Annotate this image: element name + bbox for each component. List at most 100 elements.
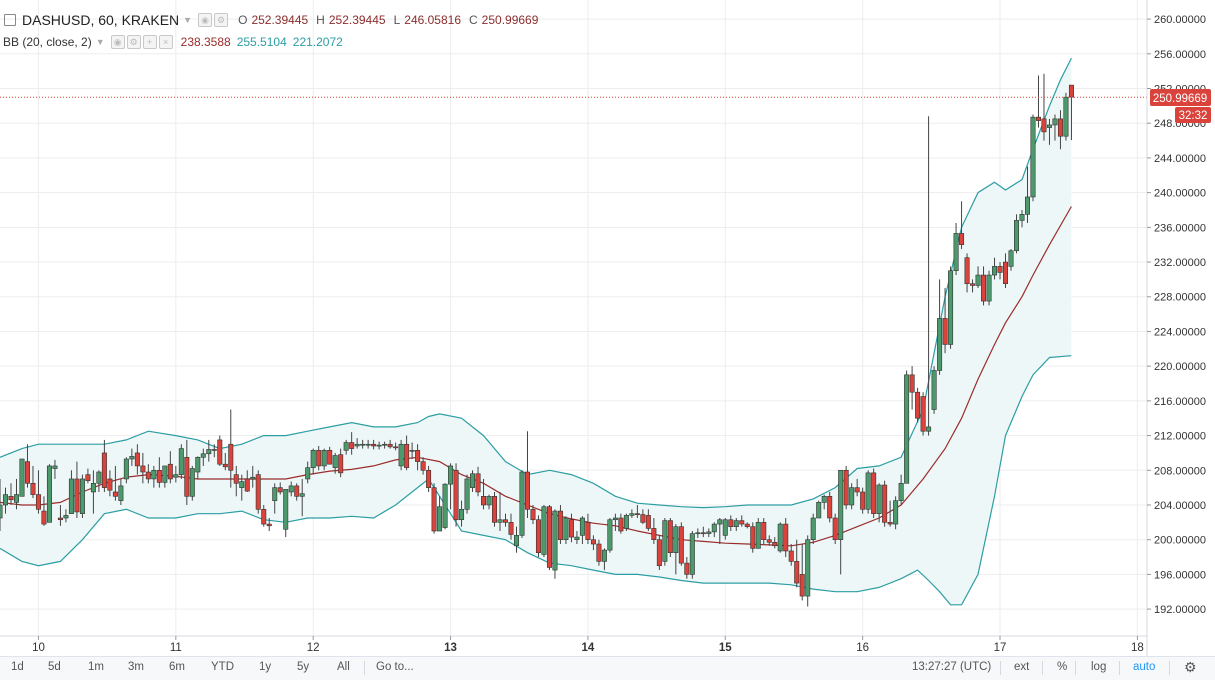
range-1m-button[interactable]: 1m bbox=[88, 661, 104, 673]
candle-body bbox=[981, 274, 987, 302]
candle bbox=[448, 463, 454, 510]
time-axis[interactable]: 10 11 12 13 14 15 16 17 18 bbox=[32, 636, 1144, 654]
candle bbox=[145, 464, 151, 484]
price-axis[interactable]: 192.00000 196.00000 200.00000 204.00000 208.… bbox=[1147, 14, 1206, 616]
candle-body bbox=[459, 509, 465, 521]
candle bbox=[343, 439, 349, 455]
extended-hours-button[interactable]: ext bbox=[1014, 661, 1030, 673]
log-scale-button[interactable]: log bbox=[1091, 661, 1107, 673]
candle-body bbox=[310, 450, 316, 468]
candle-body bbox=[266, 523, 272, 527]
candle bbox=[662, 517, 668, 566]
candle-body bbox=[535, 519, 541, 554]
candle-body bbox=[492, 496, 498, 523]
close-icon[interactable]: × bbox=[158, 35, 173, 49]
range-6m-button[interactable]: 6m bbox=[169, 661, 185, 673]
clock-readout[interactable]: 13:27:27 (UTC) bbox=[912, 661, 992, 673]
candle bbox=[134, 444, 140, 475]
symbol-title[interactable]: DASHUSD, 60, KRAKEN bbox=[22, 12, 180, 28]
candle bbox=[953, 222, 959, 276]
range-ytd-button[interactable]: YTD bbox=[211, 661, 234, 673]
candle-body bbox=[118, 485, 124, 501]
x-tick-label: 17 bbox=[994, 642, 1007, 654]
candle-body bbox=[200, 453, 206, 458]
toolbar-divider bbox=[1042, 661, 1043, 675]
candle bbox=[717, 517, 723, 545]
candle bbox=[854, 478, 860, 497]
candle-body bbox=[618, 517, 624, 532]
candle bbox=[393, 442, 399, 451]
candle bbox=[420, 457, 426, 475]
candle-body bbox=[761, 522, 767, 540]
candle-body bbox=[343, 442, 349, 451]
candle bbox=[486, 494, 492, 510]
candle-body bbox=[744, 523, 750, 527]
range-5d-button[interactable]: 5d bbox=[48, 661, 61, 673]
candle bbox=[277, 482, 283, 495]
candle bbox=[1024, 166, 1030, 223]
eye-icon[interactable]: ◉ bbox=[110, 35, 125, 49]
candle-body bbox=[239, 481, 245, 488]
collapse-icon[interactable] bbox=[4, 14, 16, 26]
candle bbox=[283, 489, 289, 538]
range-5y-button[interactable]: 5y bbox=[297, 661, 310, 673]
candle-body bbox=[893, 500, 899, 525]
candle bbox=[882, 480, 888, 527]
candle-body bbox=[261, 509, 267, 525]
high-label: H bbox=[316, 13, 325, 27]
candle bbox=[250, 465, 256, 488]
indicator-legend: BB (20, close, 2) ▼ ◉ ⚙ + × 238.3588 255… bbox=[0, 33, 343, 51]
candle bbox=[849, 483, 855, 510]
candle bbox=[173, 465, 179, 483]
candle bbox=[294, 483, 300, 501]
candle bbox=[1008, 249, 1014, 271]
candle bbox=[426, 465, 432, 492]
candle bbox=[821, 494, 827, 510]
candle-body bbox=[601, 549, 607, 562]
candle-body bbox=[107, 478, 113, 491]
add-icon[interactable]: + bbox=[142, 35, 157, 49]
chevron-down-icon[interactable]: ▼ bbox=[183, 15, 193, 25]
candle bbox=[942, 288, 948, 354]
candle bbox=[678, 522, 684, 566]
candle-body bbox=[574, 536, 580, 540]
last-price-tag-value: 250.99669 bbox=[1153, 93, 1207, 105]
candle-body bbox=[783, 523, 789, 552]
range-3m-button[interactable]: 3m bbox=[128, 661, 144, 673]
price-chart[interactable]: 192.00000 196.00000 200.00000 204.00000 208.… bbox=[0, 0, 1215, 656]
candle-body bbox=[975, 274, 981, 286]
indicator-name[interactable]: BB (20, close, 2) bbox=[3, 35, 92, 49]
candle-body bbox=[1057, 118, 1063, 137]
range-1d-button[interactable]: 1d bbox=[11, 661, 24, 673]
range-1y-button[interactable]: 1y bbox=[259, 661, 272, 673]
candle-body bbox=[365, 443, 371, 446]
candle-body bbox=[134, 452, 140, 467]
candle bbox=[129, 448, 135, 466]
gear-icon[interactable]: ⚙ bbox=[1184, 659, 1197, 675]
y-tick-label: 220.00000 bbox=[1154, 361, 1206, 373]
chevron-down-icon[interactable]: ▼ bbox=[95, 37, 105, 47]
toolbar-divider bbox=[1000, 661, 1001, 675]
goto-button[interactable]: Go to... bbox=[376, 661, 414, 673]
settings-icon[interactable]: ⚙ bbox=[214, 13, 229, 27]
candle-body bbox=[964, 257, 970, 285]
candle-body bbox=[321, 450, 327, 467]
last-price-tag: 250.99669 32:32 bbox=[1150, 89, 1211, 123]
candle-body bbox=[904, 374, 910, 484]
candle bbox=[546, 504, 552, 571]
eye-icon[interactable]: ◉ bbox=[198, 13, 213, 27]
candle-body bbox=[849, 487, 855, 506]
candle-body bbox=[288, 485, 294, 493]
percent-scale-button[interactable]: % bbox=[1057, 661, 1068, 673]
candle-body bbox=[684, 562, 690, 575]
y-tick-label: 192.00000 bbox=[1154, 604, 1206, 616]
auto-scale-button[interactable]: auto bbox=[1133, 661, 1156, 673]
candle bbox=[239, 474, 245, 501]
settings-icon[interactable]: ⚙ bbox=[126, 35, 141, 49]
candle-body bbox=[217, 439, 223, 465]
candle bbox=[750, 522, 756, 553]
candle bbox=[112, 465, 118, 501]
candle-body bbox=[393, 446, 399, 449]
x-tick-label: 13 bbox=[444, 642, 457, 654]
range-all-button[interactable]: All bbox=[337, 661, 350, 673]
